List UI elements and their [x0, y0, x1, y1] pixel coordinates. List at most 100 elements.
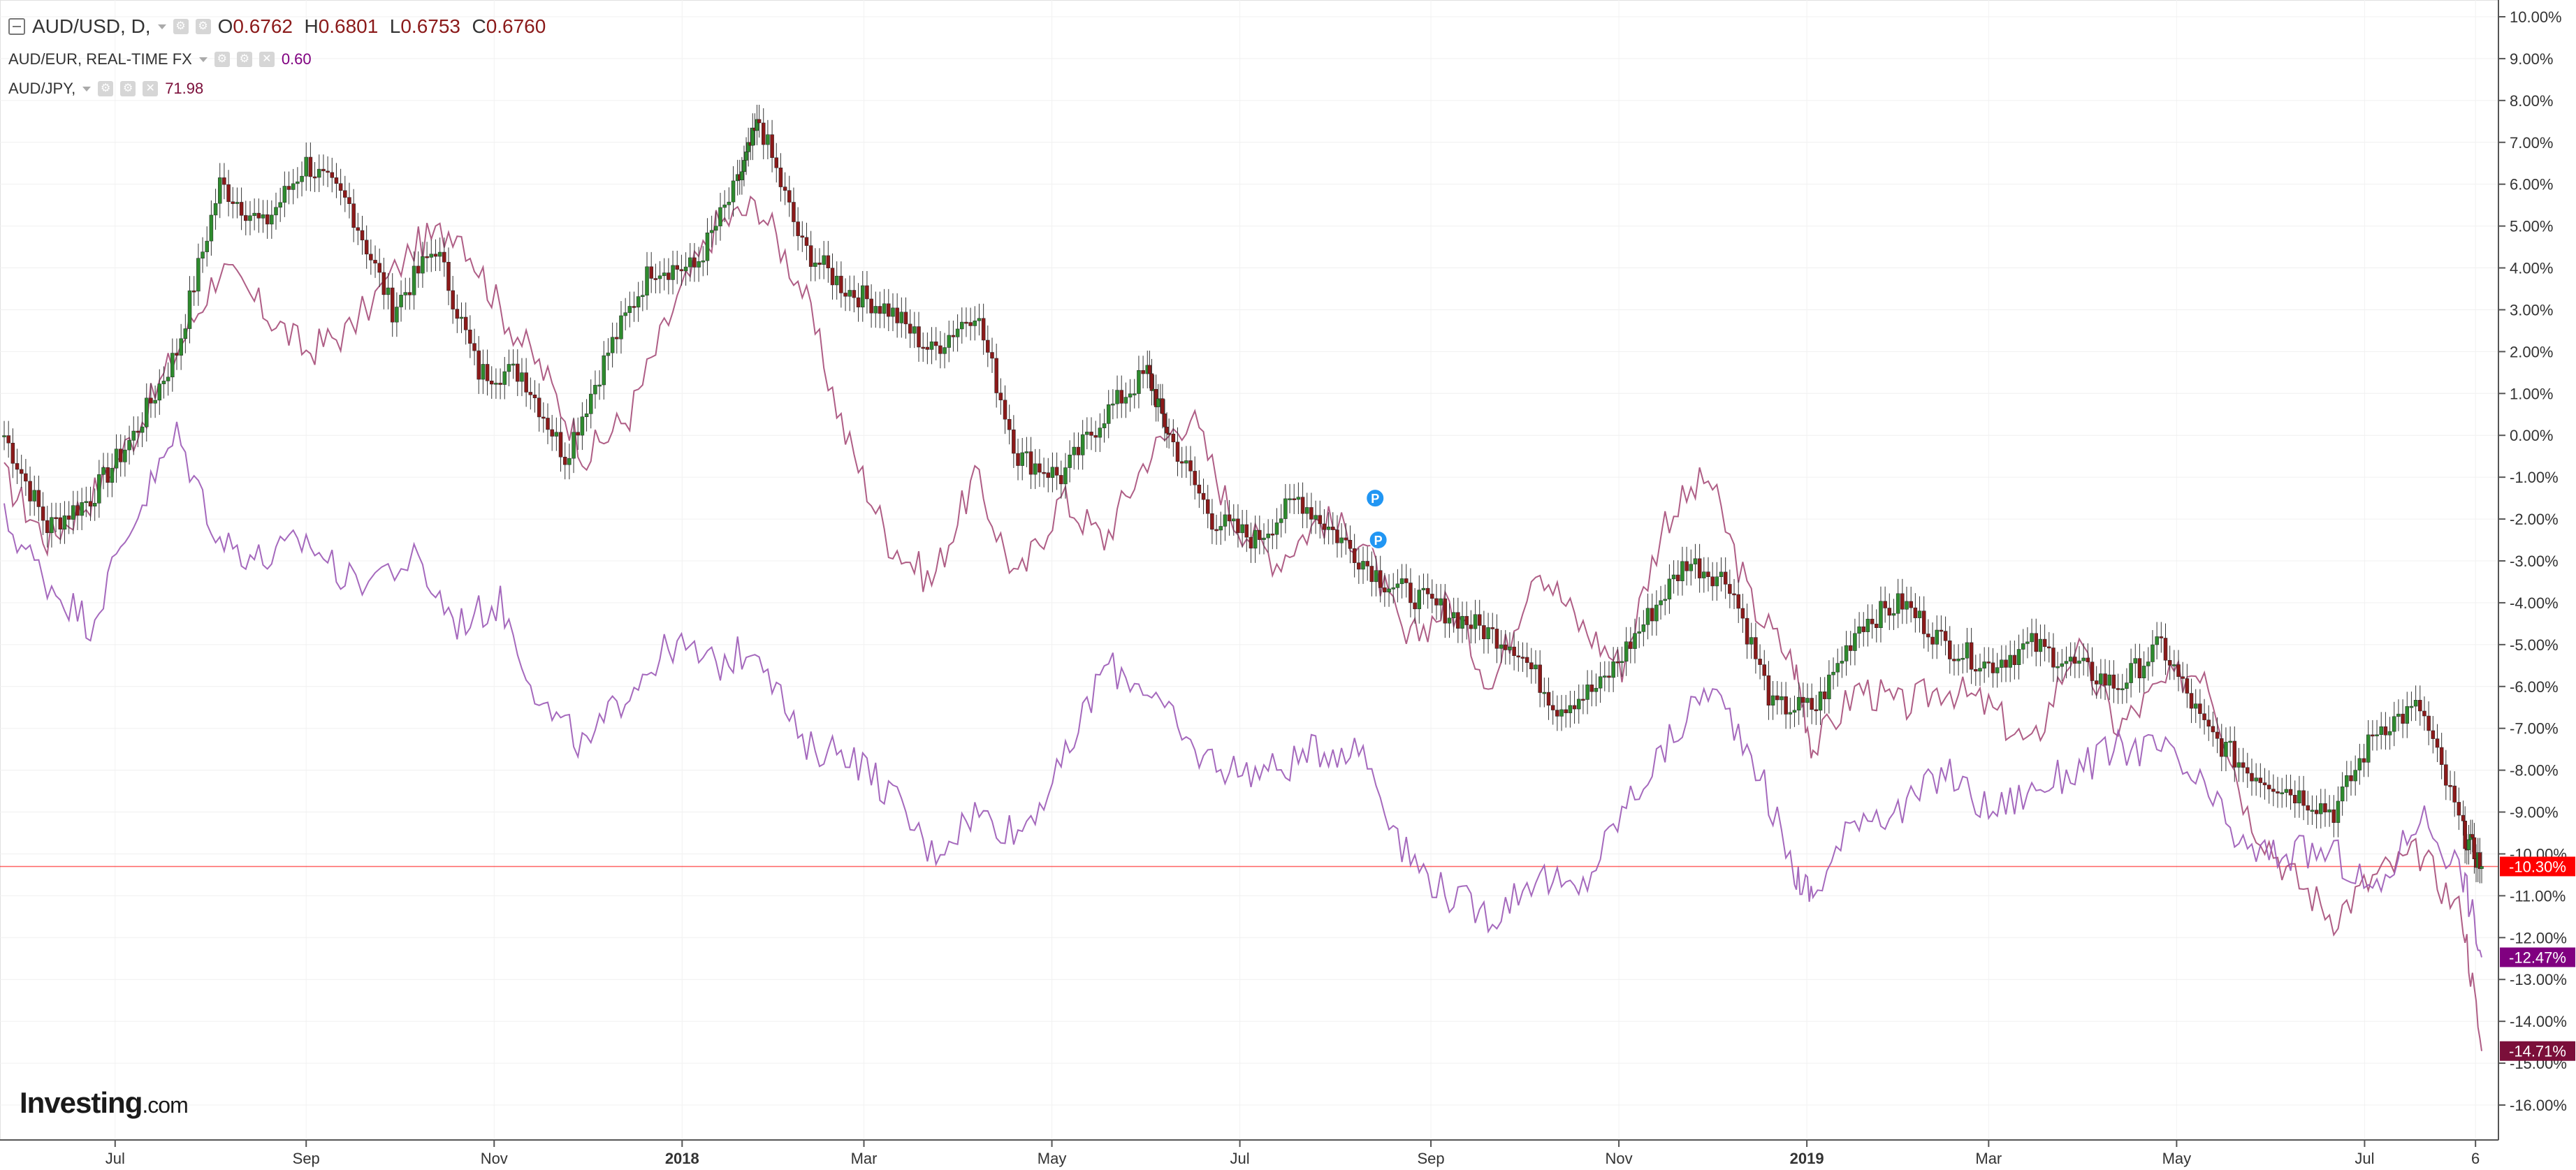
candle [2120, 688, 2125, 691]
y-tick-label: 5.00% [2510, 218, 2553, 235]
candle [2262, 782, 2267, 786]
candle [1054, 467, 1059, 476]
candle [6, 435, 10, 444]
candle [662, 272, 667, 277]
candle [714, 226, 718, 231]
jpy-symbol[interactable]: AUD/JPY, [8, 80, 76, 97]
candle [2276, 791, 2280, 794]
candle [943, 347, 947, 354]
candle [347, 197, 351, 204]
candle [2193, 703, 2198, 709]
candle [2055, 666, 2060, 668]
candle [1296, 497, 1301, 500]
y-tick-label: 8.00% [2510, 92, 2553, 110]
candle [1184, 460, 1188, 464]
candle [1266, 534, 1270, 539]
candle [887, 303, 891, 317]
candle [1921, 610, 1926, 634]
settings-icon[interactable]: ⚙ [173, 19, 189, 34]
candle [722, 204, 727, 208]
legend-eur: AUD/EUR, REAL-TIME FX ⚙ ⚙ ✕ 0.60 [8, 50, 312, 68]
candle [170, 353, 175, 378]
candle [2301, 790, 2306, 806]
candle [2159, 636, 2164, 638]
gear-icon[interactable]: ⚙ [236, 52, 252, 67]
candle [1603, 675, 1607, 678]
close-icon[interactable]: ✕ [143, 81, 159, 96]
close-icon[interactable]: ✕ [259, 52, 275, 67]
chevron-down-icon[interactable] [82, 86, 92, 92]
candle [2211, 726, 2215, 733]
candle [1633, 633, 1637, 649]
candle [1456, 612, 1460, 629]
candle [1827, 674, 1831, 699]
gear-icon[interactable]: ⚙ [195, 19, 211, 34]
candle [822, 255, 826, 265]
candle [1201, 492, 1206, 500]
y-tick-label: 6.00% [2510, 176, 2553, 193]
candle [584, 414, 589, 417]
marker-circle [1368, 530, 1388, 550]
candle [1163, 414, 1167, 427]
candle [977, 318, 982, 321]
candle [2185, 678, 2190, 694]
candle [2163, 638, 2168, 661]
candle [1038, 463, 1042, 473]
chevron-down-icon[interactable] [198, 57, 208, 62]
settings-icon[interactable]: ⚙ [98, 81, 114, 96]
candle [528, 392, 533, 395]
candle [1956, 658, 1960, 661]
candle [2167, 660, 2172, 666]
candle [2472, 837, 2477, 859]
candle [1792, 710, 1797, 713]
candle [1352, 548, 1357, 563]
high-value: 0.6801 [318, 15, 379, 37]
candle [1702, 571, 1706, 578]
candle [1895, 593, 1900, 614]
candle [45, 520, 50, 534]
main-symbol[interactable]: AUD/USD, D, [32, 15, 151, 37]
low-value: 0.6753 [400, 15, 460, 37]
candle [1033, 463, 1038, 475]
candle [2297, 790, 2301, 804]
candle [36, 490, 41, 507]
candle [1335, 529, 1339, 543]
candle [679, 269, 684, 272]
candle [1659, 600, 1663, 606]
candle [463, 316, 468, 330]
candle [1270, 534, 1275, 536]
candle [994, 358, 998, 393]
candle [1534, 664, 1538, 670]
x-tick-label: Jul [2355, 1150, 2374, 1167]
candle [381, 272, 386, 295]
candle [1430, 594, 1434, 599]
candle [1969, 642, 1974, 670]
candle [41, 506, 45, 521]
collapse-icon[interactable] [8, 18, 25, 35]
candle [1399, 578, 1404, 585]
candle [1775, 695, 1780, 701]
candle [2133, 658, 2138, 664]
candle [421, 256, 425, 274]
chevron-down-icon[interactable] [157, 24, 166, 29]
candle [1620, 661, 1624, 664]
investing-logo[interactable]: Investing.com [20, 1086, 189, 1120]
y-tick-label: -11.00% [2510, 887, 2566, 905]
candle [1227, 514, 1232, 522]
candle [1814, 709, 1819, 712]
candle [746, 142, 750, 152]
candle [2107, 674, 2111, 686]
candle [1050, 467, 1055, 478]
gear-icon[interactable]: ⚙ [120, 81, 136, 96]
eur-symbol[interactable]: AUD/EUR, REAL-TIME FX [8, 50, 192, 68]
candle [2141, 666, 2146, 678]
candle [1637, 631, 1641, 634]
settings-icon[interactable]: ⚙ [214, 52, 230, 67]
candle [1585, 685, 1589, 700]
candle [2471, 834, 2475, 838]
candle [2271, 789, 2276, 792]
candle [2129, 663, 2133, 683]
candle [1156, 398, 1160, 407]
candle [2181, 676, 2185, 679]
